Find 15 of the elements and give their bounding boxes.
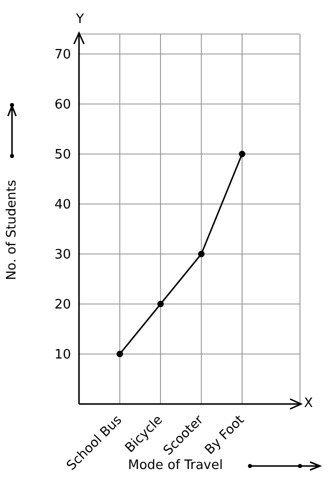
- x-axis-title: Mode of Travel: [128, 458, 223, 473]
- text: Y: [76, 12, 84, 27]
- point: [157, 300, 164, 308]
- y-tick-label: 30: [54, 248, 71, 263]
- y-tick-label: 20: [54, 298, 71, 313]
- y-tick-label: 10: [54, 348, 71, 363]
- point: [238, 150, 246, 158]
- text: X: [304, 396, 313, 411]
- y-tick-label: 70: [54, 48, 71, 63]
- y-axis-title: No. of Students: [4, 180, 20, 280]
- point: [198, 250, 205, 258]
- y-tick-label: 50: [54, 148, 71, 163]
- point: [116, 350, 124, 358]
- y-tick-label: 60: [54, 98, 71, 113]
- y-tick-label: 40: [54, 198, 71, 213]
